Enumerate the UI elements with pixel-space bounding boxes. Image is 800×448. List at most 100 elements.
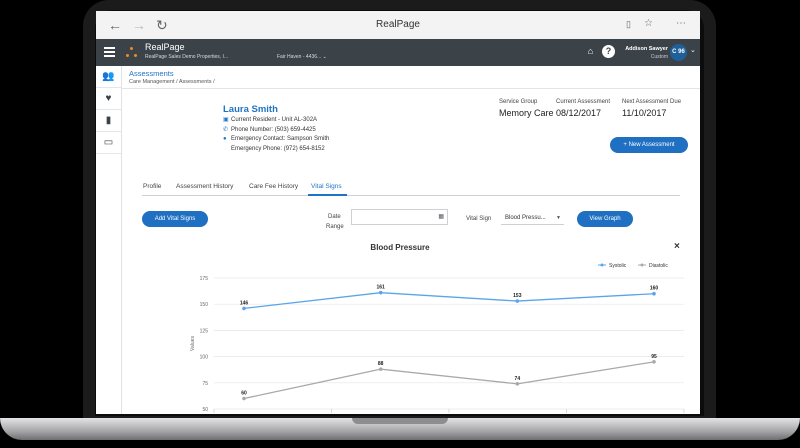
chevron-down-icon: ⌄ — [322, 54, 327, 60]
emergency-contact: ● Emergency Contact: Sampson Smith — [223, 136, 329, 142]
browser-title: RealPage — [376, 19, 420, 30]
next-assessment-label: Next Assessment Due — [622, 99, 682, 105]
resident-status: ▣ Current Resident - Unit AL-302A — [223, 116, 317, 123]
chart-series: 146 161 153 160 60 88 74 95 — [240, 285, 659, 401]
y-tick-label: 100 — [200, 355, 209, 361]
app-header: RealPage RealPage Sales Demo Properties,… — [96, 39, 700, 66]
data-label: 74 — [515, 376, 521, 382]
blood-pressure-chart: Blood Pressure Systolic Diastolic 50 75 100… — [190, 243, 685, 413]
legend-label[interactable]: Diastolic — [649, 263, 668, 269]
data-label: 146 — [240, 300, 249, 306]
favorite-star-icon[interactable]: ☆ — [644, 18, 653, 29]
browser-chrome: ← → ↻ RealPage ▯ ☆ ⋯ — [96, 11, 700, 40]
tab-care-fee-history[interactable]: Care Fee History — [249, 183, 299, 190]
reading-view-icon[interactable]: ▯ — [626, 19, 631, 29]
legend-marker — [600, 263, 604, 267]
data-label: 88 — [378, 361, 384, 367]
breadcrumb[interactable]: Care Management / Assessments / — [129, 79, 215, 85]
data-point-diastolic[interactable] — [652, 360, 656, 364]
facility-selector[interactable]: Fair Haven - 4436... ⌄ — [277, 54, 327, 60]
emergency-contact-text: Emergency Contact: Sampson Smith — [231, 136, 330, 142]
y-tick-label: 50 — [202, 407, 208, 413]
vital-sign-label: Vital Sign — [466, 216, 492, 222]
tabs-divider — [142, 195, 680, 196]
sidebar-monitor-icon[interactable]: ▭ — [96, 132, 121, 154]
menu-icon[interactable] — [104, 47, 115, 49]
user-menu-chevron-icon[interactable]: ⌄ — [690, 47, 696, 54]
sidebar-residents-icon[interactable]: 👥 — [96, 66, 121, 88]
data-label: 153 — [513, 293, 522, 299]
home-icon[interactable]: ⌂ — [587, 46, 594, 56]
facility-label: Fair Haven - 4436... — [277, 54, 322, 60]
vital-sign-value: Blood Pressu... — [505, 215, 546, 221]
active-tab-indicator — [308, 194, 347, 196]
avatar[interactable]: C 96 — [670, 44, 687, 61]
vital-sign-select[interactable]: Blood Pressu... ▼ — [501, 212, 564, 225]
app-name: RealPage — [145, 42, 185, 52]
divider — [122, 88, 700, 89]
tab-profile[interactable]: Profile — [143, 183, 162, 190]
next-assessment-value: 11/10/2017 — [622, 108, 667, 118]
add-vital-signs-button[interactable]: Add Vital Signs — [142, 211, 208, 227]
alert-icon: ● — [223, 136, 227, 142]
chart-grid: 507510012515017501/01/19-03:24 PM12/01/1… — [200, 276, 685, 413]
close-icon[interactable]: × — [674, 241, 680, 252]
series-line-systolic — [243, 292, 655, 310]
date-range-input[interactable]: ▦ — [351, 209, 448, 225]
data-point-diastolic[interactable] — [515, 382, 520, 386]
tab-assessment-history[interactable]: Assessment History — [176, 183, 234, 190]
range-label: Range — [326, 224, 344, 230]
help-icon[interactable]: ? — [602, 45, 615, 58]
page-title: Assessments — [129, 69, 174, 78]
legend-label[interactable]: Systolic — [609, 263, 627, 269]
refresh-icon[interactable]: ↻ — [156, 17, 168, 33]
chart-title: Blood Pressure — [370, 243, 430, 252]
data-label: 95 — [651, 354, 657, 360]
calendar-icon[interactable]: ▦ — [438, 214, 444, 220]
sidebar-health-icon[interactable]: ♥ — [96, 88, 121, 110]
data-label: 161 — [376, 285, 385, 291]
current-assessment-label: Current Assessment — [556, 99, 611, 105]
legend-marker — [640, 263, 644, 267]
sidebar-reports-icon[interactable]: ▮ — [96, 110, 121, 132]
data-point-diastolic[interactable] — [378, 367, 383, 371]
series-line-diastolic — [243, 361, 655, 400]
view-graph-button[interactable]: View Graph — [577, 211, 633, 227]
data-label: 160 — [650, 286, 659, 292]
y-tick-label: 75 — [202, 381, 208, 387]
service-group-label: Service Group — [499, 99, 538, 105]
forward-icon[interactable]: → — [132, 17, 146, 33]
main-content: Assessments Care Management / Assessment… — [122, 66, 700, 414]
back-icon[interactable]: ← — [108, 17, 122, 33]
data-point-systolic[interactable] — [515, 299, 520, 303]
realpage-logo — [126, 47, 138, 59]
data-point-systolic[interactable] — [242, 306, 246, 311]
sidebar: 👥 ♥ ▮ ▭ — [96, 66, 122, 414]
resident-name: Laura Smith — [223, 104, 278, 115]
chart-legend: Systolic Diastolic — [598, 263, 668, 269]
y-tick-label: 150 — [200, 302, 209, 308]
id-card-icon: ▣ — [223, 117, 229, 123]
emergency-phone: Emergency Phone: (972) 654-8152 — [231, 146, 325, 152]
date-label: Date — [328, 214, 341, 220]
resident-status-text: Current Resident - Unit AL-302A — [231, 117, 318, 123]
more-icon[interactable]: ⋯ — [676, 18, 686, 29]
tab-vital-signs[interactable]: Vital Signs — [311, 183, 342, 190]
company-selector[interactable]: RealPage Sales Demo Properties, I... — [145, 54, 229, 60]
y-tick-label: 175 — [200, 276, 209, 282]
user-role: Custom — [650, 54, 668, 60]
caret-down-icon: ▼ — [556, 215, 561, 221]
new-assessment-button[interactable]: + New Assessment — [610, 137, 688, 153]
y-tick-label: 125 — [200, 328, 209, 334]
service-group-value: Memory Care — [499, 108, 554, 118]
screen: ← → ↻ RealPage ▯ ☆ ⋯ RealPage RealPage S… — [96, 11, 700, 414]
current-assessment-value: 08/12/2017 — [556, 108, 602, 118]
phone-icon: ✆ — [223, 127, 229, 133]
data-label: 60 — [241, 391, 247, 397]
data-point-systolic[interactable] — [652, 291, 656, 296]
laptop-base — [0, 418, 800, 440]
data-point-systolic[interactable] — [378, 290, 383, 295]
laptop-notch — [352, 418, 448, 424]
y-axis-label: Values — [190, 336, 196, 351]
data-point-diastolic[interactable] — [242, 396, 246, 401]
